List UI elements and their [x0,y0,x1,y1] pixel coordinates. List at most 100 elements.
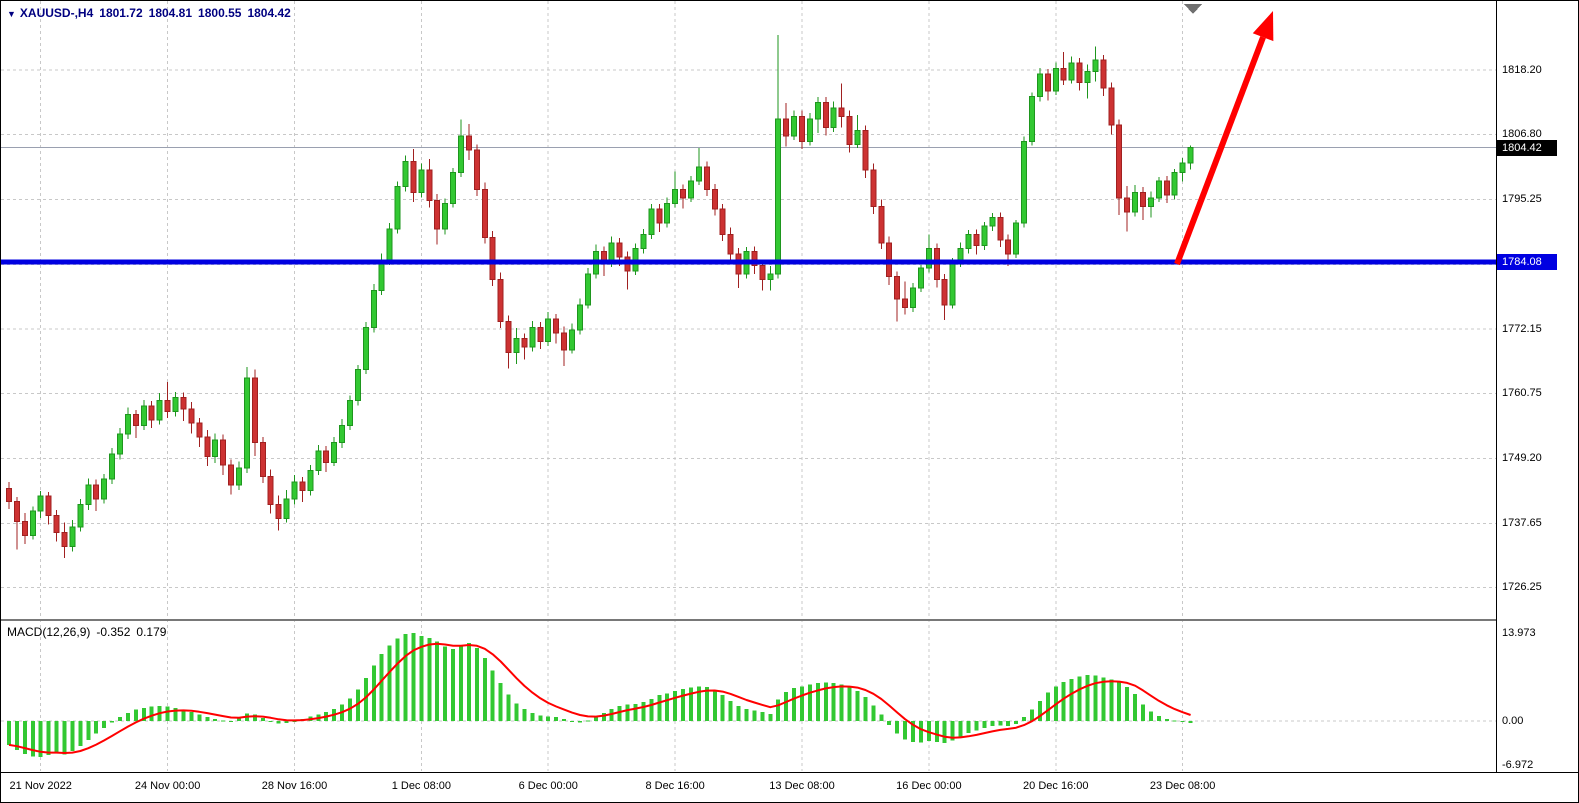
price-axis[interactable]: 1818.20 1806.80 1795.25 1772.15 1760.75 … [1496,1,1578,772]
macd-histogram-bar [236,718,241,721]
macd-histogram-bar [125,712,130,721]
macd-histogram-bar [403,634,408,721]
macd-histogram-bar [506,694,511,721]
candle-body [656,208,663,224]
macd-histogram-bar [1077,676,1082,721]
macd-histogram-bar [474,647,479,721]
candle-body [529,326,536,348]
macd-histogram-bar [371,665,376,721]
candle-body [997,217,1004,241]
macd-name: MACD(12,26,9) [7,625,91,639]
macd-histogram-bar [379,654,384,721]
macd-histogram-bar [577,721,582,723]
price-axis-label: 1749.20 [1502,452,1542,465]
macd-histogram-bar [149,706,154,721]
candle-body [791,115,798,137]
candle-body [1028,96,1035,143]
macd-histogram-bar [1140,704,1145,721]
candle-body [553,318,560,334]
macd-histogram-bar [1148,711,1153,721]
candle-body [29,510,36,536]
candle-body [505,321,512,354]
candle-body [648,208,655,235]
macd-histogram-bar [665,693,670,721]
candle-body [69,526,76,548]
candle-body [1060,68,1067,81]
macd-histogram-bar [887,721,892,725]
macd-histogram-bar [831,683,836,721]
candle-body [220,439,227,466]
candle-body [418,169,425,193]
macd-histogram-bar [78,721,83,747]
candle-body [331,442,338,463]
macd-histogram-bar [14,721,19,750]
macd-histogram-bar [966,721,971,733]
macd-histogram-bar [181,709,186,721]
macd-signal-value: 0.179 [136,625,167,639]
macd-histogram-bar [1133,693,1138,721]
macd-histogram-bar [221,720,226,722]
macd-histogram-bar [141,707,146,721]
candle-body [235,467,242,486]
candle-body [1036,73,1043,98]
candle-body [521,338,528,348]
candle-body [775,118,782,275]
trend-arrow-shaft[interactable] [1174,36,1266,266]
macd-histogram-bar [934,721,939,742]
candle-body [640,233,647,249]
candle-body [370,290,377,328]
candle-body [37,495,44,512]
macd-histogram-bar [974,721,979,731]
macd-histogram-bar [649,698,654,721]
time-axis[interactable]: 21 Nov 2022 24 Nov 00:00 28 Nov 16:00 1 … [1,772,1578,802]
candle-body [109,453,116,480]
candle-body [719,208,726,235]
time-axis-label: 16 Dec 00:00 [896,780,962,792]
chart-canvas[interactable] [1,1,1496,772]
candle-body [680,188,687,199]
candle-body [759,264,766,280]
macd-histogram-bar [633,703,638,721]
macd-histogram-bar [1085,675,1090,721]
macd-histogram-bar [704,686,709,721]
macd-histogram-bar [363,678,368,721]
time-axis-label: 1 Dec 08:00 [391,780,452,792]
symbol-dropdown-icon[interactable]: ▼ [7,9,16,19]
macd-histogram-bar [1188,721,1193,724]
macd-histogram-bar [1156,715,1161,721]
macd-histogram-bar [681,688,686,721]
macd-histogram-bar [451,649,456,721]
candle-body [442,203,449,230]
macd-histogram-bar [1172,720,1177,722]
macd-histogram-bar [712,690,717,721]
candle-body [13,501,20,522]
candle-body [45,495,52,517]
candle-body [1005,239,1012,255]
macd-signal-line [8,642,1191,754]
time-axis-label: 13 Dec 08:00 [769,780,835,792]
candle-body [93,484,100,500]
candle-body [894,276,901,300]
candle-body [1132,191,1139,213]
macd-histogram-bar [546,716,551,721]
candle-body [1108,87,1115,126]
candle-body [124,413,131,435]
macd-histogram-bar [792,688,797,721]
candle-body [799,115,805,143]
macd-histogram-bar [46,721,51,756]
macd-histogram-bar [411,632,416,721]
macd-histogram-bar [601,712,606,721]
macd-histogram-bar [435,641,440,721]
macd-histogram-bar [895,721,900,734]
macd-histogram-bar [958,721,963,737]
candle-body [1084,70,1091,84]
candle-body [1147,197,1154,207]
candle-body [386,228,393,261]
trend-arrow-head-icon[interactable] [1252,11,1274,42]
candle-body [132,413,139,427]
macd-histogram-bar [110,721,115,723]
macd-histogram-bar [1022,717,1027,721]
macd-histogram-bar [863,697,868,721]
macd-histogram-bar [776,699,781,721]
macd-histogram-bar [1117,682,1122,721]
